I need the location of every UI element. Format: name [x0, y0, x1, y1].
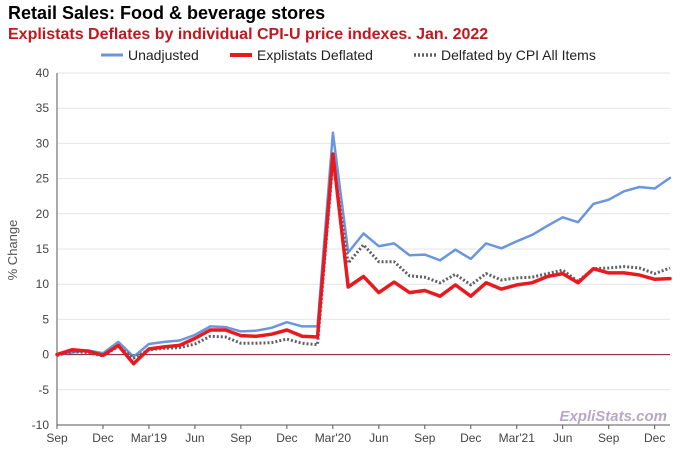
x-tick-label: Jun [185, 431, 204, 445]
y-tick-label: 10 [36, 277, 50, 291]
gridlines [57, 72, 670, 426]
legend: Unadjusted Explistats Deflated Delfated by… [101, 47, 596, 63]
chart-subtitle: Explistats Deflates by individual CPI-U … [8, 26, 489, 43]
y-tick-label: 25 [36, 172, 50, 186]
x-tick-label: Sep [230, 431, 252, 445]
y-axis-label: % Change [5, 220, 20, 281]
x-tick-label: Mar'19 [131, 431, 168, 445]
legend-label-3: Delfated by CPI All Items [441, 47, 596, 63]
x-tick-label: Dec [460, 431, 481, 445]
x-tick-label: Sep [46, 431, 68, 445]
x-tick-label: Jun [369, 431, 388, 445]
y-tick-label: 0 [42, 348, 49, 362]
axes: -10 -5 0 5 10 15 20 25 30 35 40 Sep Dec Mar'19 Jun Sep D… [32, 66, 670, 445]
x-tick-label: Sep [598, 431, 620, 445]
y-tick-label: 5 [42, 312, 49, 326]
x-tick-label: Dec [92, 431, 113, 445]
series-line-2 [55, 152, 672, 366]
x-tick-label: Dec [276, 431, 297, 445]
y-tick-label: 30 [36, 136, 50, 150]
legend-label-1: Unadjusted [128, 47, 199, 63]
watermark: ExpliStats.com [559, 408, 667, 425]
y-tick-label: 15 [36, 242, 50, 256]
y-tick-label: 20 [36, 207, 50, 221]
series-line-3 [56, 159, 671, 360]
x-tick-label: Dec [644, 431, 665, 445]
y-tick-label: -5 [38, 383, 49, 397]
y-tick-label: 35 [36, 101, 50, 115]
x-tick-label: Mar'20 [315, 431, 352, 445]
x-tick-label: Jun [553, 431, 572, 445]
y-tick-label: 40 [36, 66, 50, 80]
chart-title: Retail Sales: Food & beverage stores [8, 3, 326, 23]
series-lines [55, 131, 672, 366]
series-line-1 [55, 131, 672, 358]
x-tick-label: Mar'21 [499, 431, 536, 445]
x-tick-label: Sep [414, 431, 436, 445]
legend-label-2: Explistats Deflated [257, 47, 373, 63]
y-tick-label: -10 [32, 418, 50, 432]
